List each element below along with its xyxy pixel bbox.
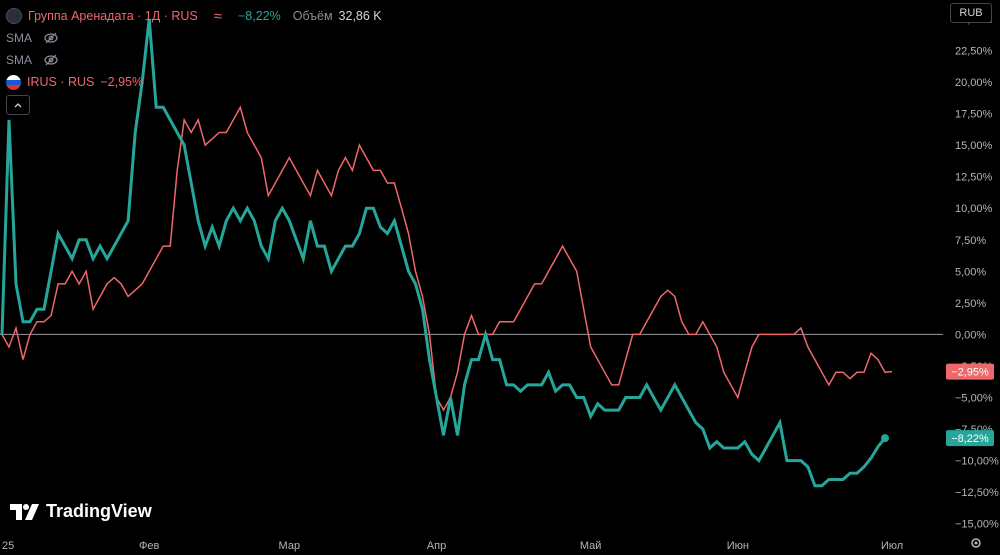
y-tick-label: 20,00% bbox=[955, 77, 993, 89]
y-tick-label: −15,00% bbox=[955, 519, 999, 531]
compare-change: −2,95% bbox=[100, 75, 144, 89]
y-tick-label: −5,00% bbox=[955, 393, 993, 405]
symbol-title[interactable]: Группа Аренадата · 1Д · RUS bbox=[28, 9, 198, 23]
compare-last-value-label: −2,95% bbox=[946, 363, 994, 380]
y-tick-label: −12,50% bbox=[955, 487, 999, 499]
volume-label: Объём bbox=[292, 9, 333, 23]
y-tick-label: 17,50% bbox=[955, 109, 993, 121]
indicator-sma-2[interactable]: SMA bbox=[6, 49, 382, 71]
currency-button[interactable]: RUB bbox=[950, 3, 992, 23]
y-tick-label: 10,00% bbox=[955, 203, 993, 215]
russia-flag-icon bbox=[6, 74, 21, 90]
indicator-label: SMA bbox=[6, 53, 33, 67]
tradingview-logo: TradingView bbox=[10, 501, 152, 522]
indicator-label: SMA bbox=[6, 31, 33, 45]
tradingview-icon bbox=[10, 503, 39, 520]
irus-compare-line bbox=[1, 105, 893, 412]
settings-gear-icon[interactable] bbox=[970, 537, 982, 549]
chevron-up-icon bbox=[14, 103, 22, 108]
x-tick-label: Июл bbox=[881, 540, 903, 552]
x-tick-label: Фев bbox=[139, 540, 159, 552]
hidden-eye-icon[interactable] bbox=[44, 31, 58, 45]
y-tick-label: 7,50% bbox=[955, 235, 986, 247]
collapse-legend-button[interactable] bbox=[6, 95, 30, 115]
hidden-eye-icon[interactable] bbox=[44, 53, 58, 67]
legend: Группа Аренадата · 1Д · RUS ≈ −8,22% Объ… bbox=[6, 5, 382, 115]
brand-name: TradingView bbox=[46, 501, 152, 521]
x-tick-label: Апр bbox=[427, 540, 446, 552]
y-tick-label: 5,00% bbox=[955, 266, 986, 278]
compare-row[interactable]: IRUS · RUS −2,95% bbox=[6, 71, 382, 93]
svg-text:−2,95%: −2,95% bbox=[951, 367, 989, 379]
y-tick-label: 22,50% bbox=[955, 45, 993, 57]
compare-label: IRUS · RUS bbox=[27, 75, 95, 89]
y-tick-label: 0,00% bbox=[955, 329, 986, 341]
time-axis: 25 Фев Мар Апр Май Июн Июл bbox=[2, 540, 903, 552]
price-axis: 25,00%22,50%20,00%17,50%15,00%12,50%10,0… bbox=[955, 14, 999, 531]
symbol-logo bbox=[6, 8, 22, 24]
y-tick-label: 15,00% bbox=[955, 140, 993, 152]
indicator-sma-1[interactable]: SMA bbox=[6, 27, 382, 49]
symbol-row[interactable]: Группа Аренадата · 1Д · RUS ≈ −8,22% Объ… bbox=[6, 5, 382, 27]
y-tick-label: 2,50% bbox=[955, 298, 986, 310]
volume-value: 32,86 K bbox=[338, 9, 382, 23]
main-last-value-label: −8,22% bbox=[946, 430, 994, 447]
y-tick-label: −10,00% bbox=[955, 456, 999, 468]
x-tick-label: 25 bbox=[2, 540, 14, 552]
arenadata-main-line bbox=[0, 18, 887, 488]
x-tick-label: Июн bbox=[727, 540, 749, 552]
y-tick-label: 12,50% bbox=[955, 172, 993, 184]
wave-icon: ≈ bbox=[213, 7, 222, 25]
svg-text:−8,22%: −8,22% bbox=[951, 433, 989, 445]
main-last-point bbox=[881, 434, 890, 443]
x-tick-label: Май bbox=[580, 540, 602, 552]
x-tick-label: Мар bbox=[279, 540, 301, 552]
symbol-change: −8,22% bbox=[237, 9, 281, 23]
